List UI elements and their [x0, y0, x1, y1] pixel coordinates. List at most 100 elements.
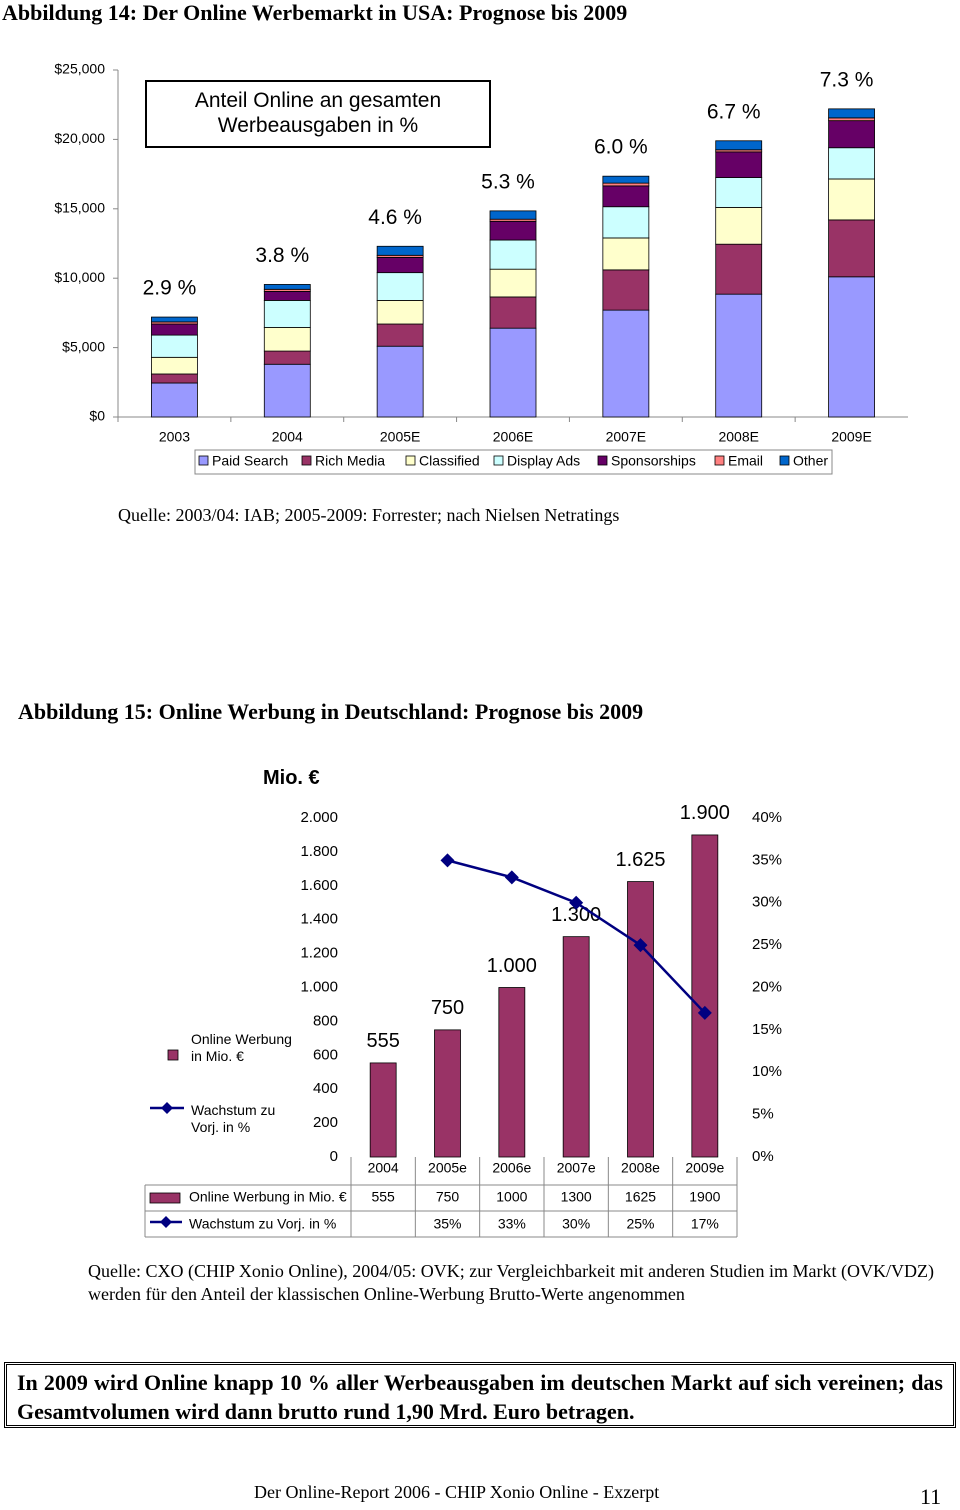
x-tick-label: 2005E [380, 429, 420, 445]
data-label: 555 [366, 1030, 399, 1052]
y2-tick-label: 25% [752, 936, 782, 953]
legend-marker [779, 455, 790, 466]
line-marker [569, 895, 584, 910]
y2-tick-label: 30% [752, 894, 782, 911]
source: Quelle: 2003/04: IAB; 2005-2009: Forrest… [118, 505, 620, 525]
footer: Der Online-Report 2006 - CHIP Xonio Onli… [254, 1482, 660, 1502]
bar-segment [263, 284, 311, 290]
bar-segment [715, 243, 763, 295]
x-tick-label: 2004 [272, 429, 303, 445]
bar [627, 881, 654, 1158]
y-tick-label: $0 [89, 408, 105, 424]
table-cell: 1000 [496, 1189, 527, 1205]
table-cell: 1900 [689, 1189, 720, 1205]
line-marker [633, 938, 648, 953]
bar-segment [602, 185, 650, 208]
annotation: 5.3 % [481, 170, 535, 193]
y-tick-label: $5,000 [62, 338, 105, 354]
table-cell: 1625 [625, 1189, 656, 1205]
bar-segment [263, 290, 311, 301]
y-tick-label: 1.200 [300, 945, 338, 962]
legend-marker [198, 455, 209, 466]
bar-segment [602, 206, 650, 239]
x-tick-label: 2008e [621, 1160, 660, 1176]
x-tick-label: 2004 [368, 1160, 399, 1176]
legend-marker [493, 455, 504, 466]
table-cell: 35% [433, 1216, 461, 1232]
table-cell: 750 [436, 1189, 460, 1205]
bar-segment [828, 117, 875, 122]
bar-segment [151, 323, 198, 336]
bar-segment [602, 309, 650, 418]
x-tick-label: 2007e [557, 1160, 596, 1176]
legend-marker [405, 455, 416, 466]
annotation: 2.9 % [143, 277, 197, 300]
y-tick-label: $25,000 [54, 61, 105, 77]
heading: Abbildung 14: Der Online Werbemarkt in U… [2, 0, 628, 25]
bar-segment [151, 356, 198, 375]
legend-label: Online Werbung in Mio. € [191, 1031, 292, 1064]
table-cell: 17% [691, 1216, 719, 1232]
line-marker [504, 870, 519, 885]
y-tick-label: $20,000 [54, 130, 105, 146]
legend-label: Classified [419, 453, 480, 469]
bar-segment [602, 175, 650, 184]
bar-segment [602, 269, 650, 311]
legend-label: Wachstum zu Vorj. in % [191, 1102, 276, 1135]
table-row-label: Online Werbung in Mio. € [189, 1189, 347, 1205]
bar-segment [828, 276, 875, 418]
bar-segment [376, 323, 424, 347]
bar [434, 1029, 461, 1158]
legend-marker [160, 1216, 172, 1228]
legend-box [194, 449, 833, 475]
bar-segment [376, 300, 424, 325]
y-tick-label: 2.000 [300, 809, 338, 826]
bar [369, 1062, 397, 1158]
y2-tick-label: 5% [752, 1106, 774, 1123]
x-tick-label: 2005e [428, 1160, 467, 1176]
legend-marker [597, 455, 608, 466]
bar-segment [376, 345, 424, 418]
data-label: 1.900 [680, 802, 730, 824]
legend-label: Rich Media [315, 453, 385, 469]
x-tick-label: 2006e [492, 1160, 531, 1176]
y2-tick-label: 15% [752, 1021, 782, 1038]
x-tick-label: 2006E [493, 429, 533, 445]
bar-segment [489, 220, 537, 241]
legend-marker [167, 1049, 179, 1061]
bar-segment [151, 316, 198, 323]
y-tick-label: 1.400 [300, 911, 338, 928]
legend-marker [301, 455, 312, 466]
bar-segment [715, 177, 763, 208]
y2-tick-label: 10% [752, 1063, 782, 1080]
y-tick-label: 400 [313, 1080, 338, 1097]
legend-label: Other [793, 453, 828, 469]
y2-tick-label: 0% [752, 1148, 774, 1165]
y-axis-title: Mio. € [263, 767, 320, 789]
y-tick-label: 0 [330, 1148, 338, 1165]
legend-marker [714, 455, 725, 466]
annotation-box: Anteil Online an gesamten Werbeausgaben … [145, 80, 491, 148]
x-tick-label: 2003 [159, 429, 190, 445]
bar-segment [828, 120, 875, 149]
bar-segment [376, 256, 424, 274]
bar-segment [263, 350, 311, 365]
bar-segment [263, 300, 311, 328]
bar-segment [828, 219, 875, 278]
source: Quelle: CXO (CHIP Xonio Online), 2004/05… [88, 1261, 935, 1304]
bar-segment [715, 293, 763, 418]
legend-marker [149, 1192, 181, 1204]
annotation: 6.7 % [707, 100, 761, 123]
legend-label: Email [728, 453, 763, 469]
bar-segment [263, 363, 311, 418]
bar [498, 987, 526, 1158]
bar-segment [828, 178, 875, 221]
x-tick-label: 2009e [685, 1160, 724, 1176]
bar [562, 936, 590, 1158]
table-cell: 1300 [561, 1189, 592, 1205]
bar [691, 834, 719, 1158]
bar-segment [376, 272, 424, 301]
data-label: 1.625 [615, 849, 665, 871]
y-tick-label: $15,000 [54, 200, 105, 216]
